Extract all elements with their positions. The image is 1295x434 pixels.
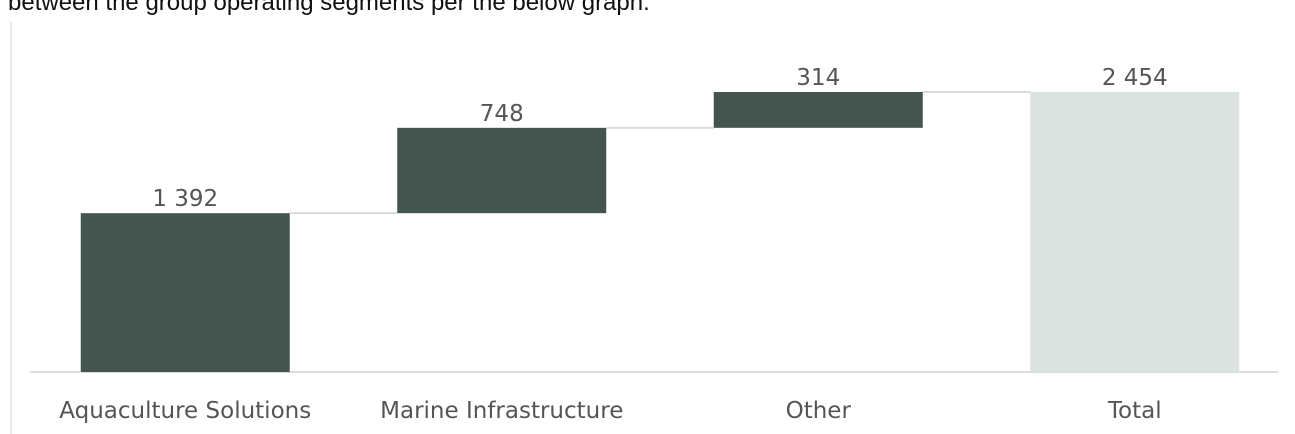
intro-text: between the group operating segments per… [8, 0, 650, 16]
value-label-0: 1 392 [152, 186, 218, 212]
category-label-2: Other [786, 398, 852, 424]
bar-total [1030, 92, 1240, 372]
value-labels: 1 392 748 314 2 454 [152, 65, 1167, 212]
bar-other [713, 92, 923, 128]
category-label-1: Marine Infrastructure [380, 398, 623, 424]
value-label-3: 2 454 [1102, 65, 1168, 91]
category-labels: Aquaculture Solutions Marine Infrastructu… [59, 398, 1161, 424]
category-label-3: Total [1107, 398, 1162, 424]
bars [80, 92, 1240, 372]
category-label-0: Aquaculture Solutions [59, 398, 311, 424]
value-label-2: 314 [796, 65, 840, 91]
connector-lines [289, 91, 1031, 215]
bar-aquaculture-solutions [80, 213, 290, 372]
value-label-1: 748 [480, 101, 524, 127]
bar-marine-infrastructure [397, 127, 607, 214]
